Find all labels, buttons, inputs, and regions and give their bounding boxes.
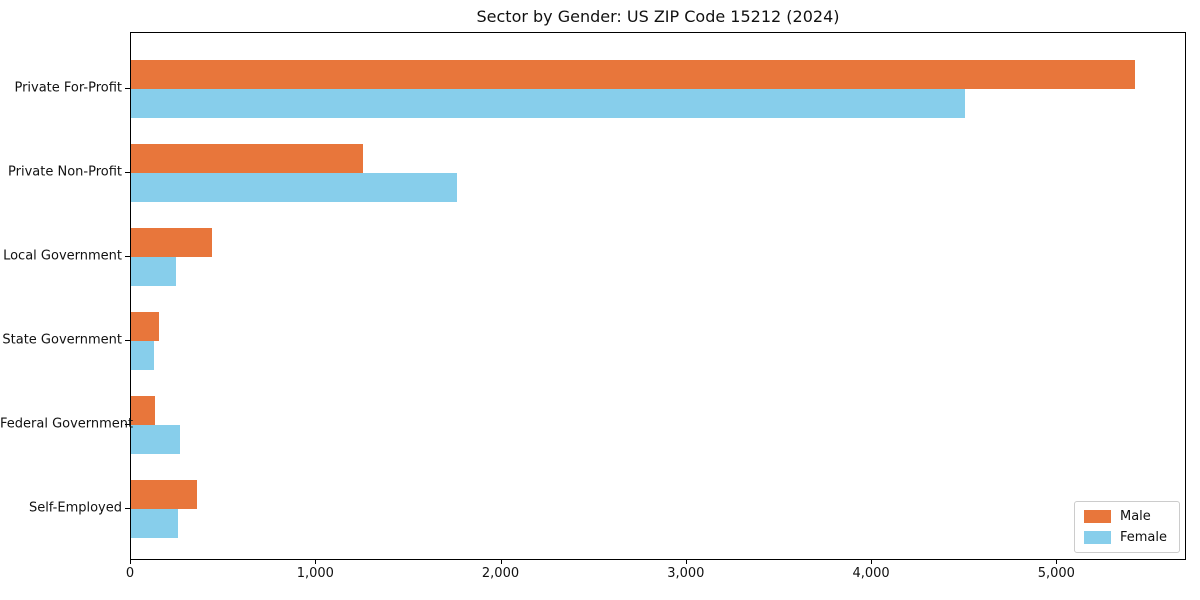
y-axis-label-4: Federal Government [0,416,134,432]
legend-entry-female: Female [1083,530,1167,545]
legend-entry-male: Male [1083,509,1167,524]
bar-male-1 [131,144,363,173]
y-tick-0 [125,88,130,89]
legend-label-male: Male [1119,509,1151,524]
x-tick-1 [315,559,317,564]
x-axis-label-4: 4,000 [852,566,890,581]
x-tick-2 [500,559,502,564]
y-axis-label-2: Local Government [3,248,122,264]
y-tick-3 [125,340,130,341]
legend-swatch-male [1083,510,1111,523]
bar-female-1 [131,173,458,202]
y-tick-5 [125,508,130,509]
y-tick-2 [125,256,130,257]
bar-male-3 [131,312,159,341]
x-axis-label-1: 1,000 [296,566,334,581]
bar-male-5 [131,480,197,509]
x-tick-3 [685,559,687,564]
legend-swatch-female [1083,531,1111,544]
bar-male-4 [131,396,156,425]
x-axis-label-5: 5,000 [1037,566,1075,581]
x-axis-label-0: 0 [125,566,135,581]
bar-female-5 [131,509,179,538]
bar-female-4 [131,425,181,454]
y-tick-1 [125,172,130,173]
x-axis-label-2: 2,000 [481,566,520,581]
y-axis-label-1: Private Non-Profit [8,164,122,180]
x-axis-label-3: 3,000 [667,566,705,581]
bar-male-2 [131,228,212,257]
y-axis-label-0: Private For-Profit [14,80,122,96]
bar-male-0 [131,60,1136,89]
legend-label-female: Female [1119,530,1167,545]
y-tick-4 [125,424,130,425]
y-axis-label-3: State Government [2,332,122,348]
x-tick-5 [1056,559,1058,564]
chart-title: Sector by Gender: US ZIP Code 15212 (202… [476,7,840,26]
y-axis-label-5: Self-Employed [28,500,122,516]
bar-female-3 [131,341,155,370]
plot-area: Male Female [130,32,1186,560]
x-tick-4 [871,559,873,564]
bar-female-2 [131,257,176,286]
legend: Male Female [1073,501,1180,553]
x-tick-0 [130,559,131,564]
bar-female-0 [131,89,965,118]
